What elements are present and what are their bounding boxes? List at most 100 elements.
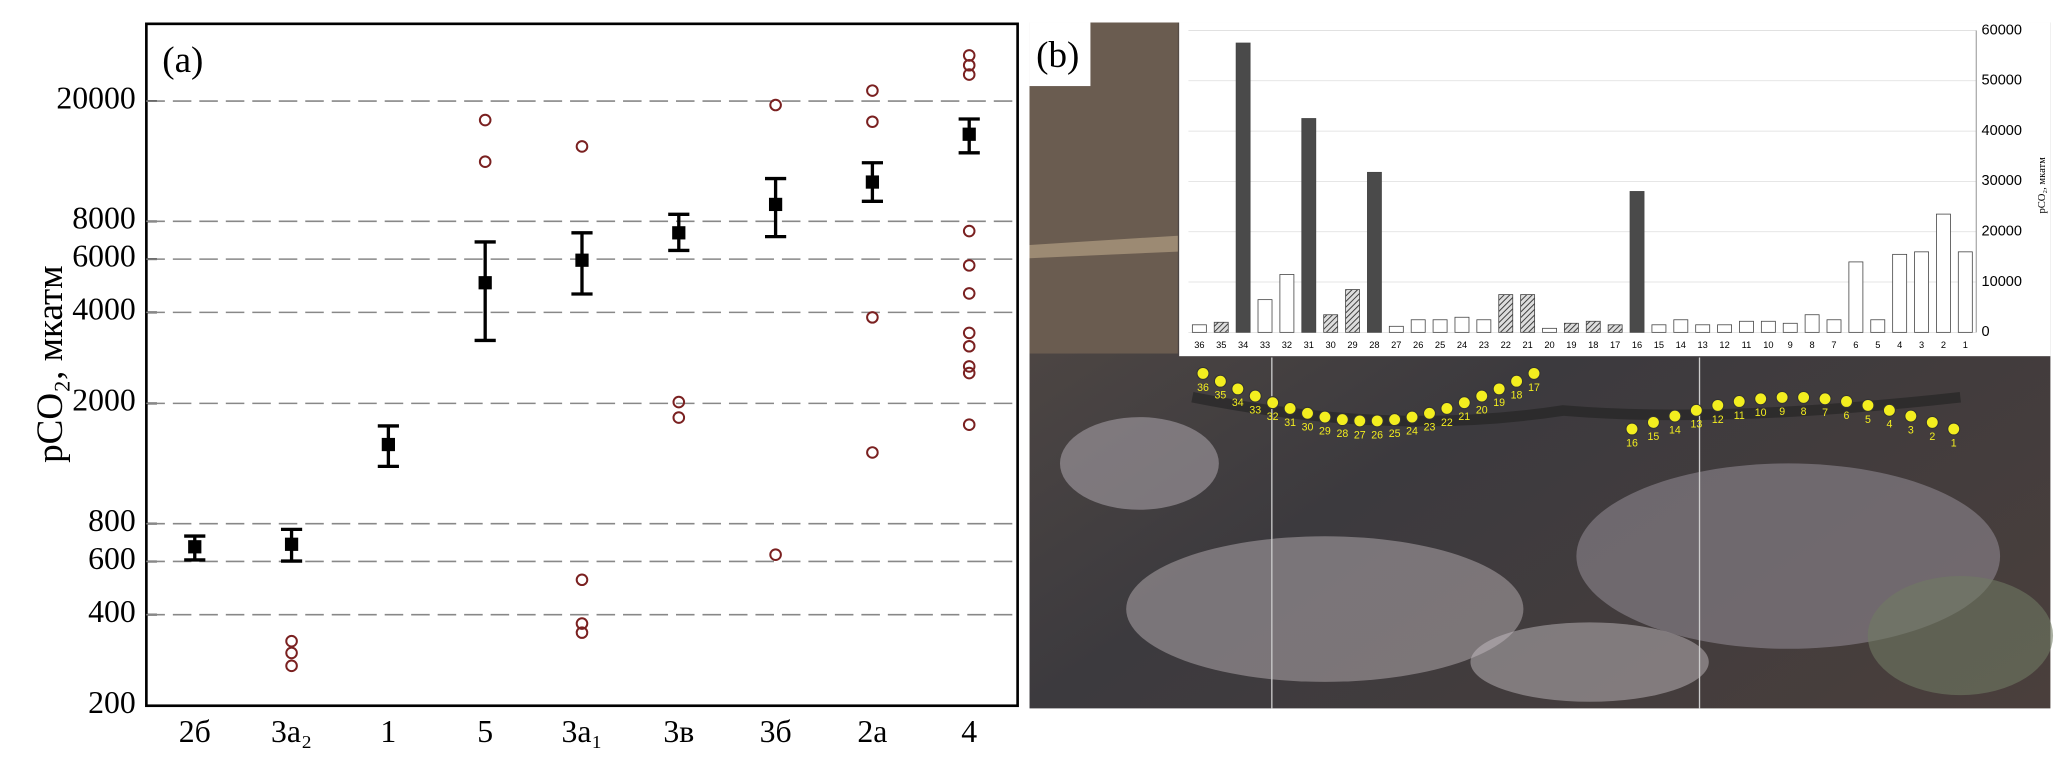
y-tick-label: 800 <box>88 503 136 538</box>
data-point <box>962 224 976 238</box>
station-marker <box>1754 392 1768 406</box>
x-tick-label: 4 <box>961 714 977 749</box>
panel-label: (b) <box>1036 35 1079 76</box>
x-tick-label: 31 <box>1304 340 1314 350</box>
y-tick-label: 600 <box>88 541 136 576</box>
data-point <box>962 360 976 373</box>
mean-marker <box>381 437 395 452</box>
station-marker <box>1475 389 1489 403</box>
y-tick-label: 40000 <box>1982 123 2022 139</box>
x-tick-label: 11 <box>1742 340 1752 350</box>
station-label: 3 <box>1908 424 1914 436</box>
x-tick-label: 13 <box>1698 340 1708 350</box>
x-tick-label: 5 <box>477 714 493 749</box>
x-tick-label: 21 <box>1522 340 1532 350</box>
station-marker <box>1732 394 1746 408</box>
label-box <box>1029 22 1091 87</box>
station-marker <box>1818 392 1832 406</box>
data-point <box>962 339 976 353</box>
station-marker <box>1711 398 1725 412</box>
data-point <box>962 68 976 81</box>
x-tick-label: 27 <box>1391 340 1401 350</box>
x-tick-label: 2б <box>179 714 211 749</box>
station-marker <box>1775 390 1789 404</box>
x-tick-label: 22 <box>1501 340 1511 350</box>
station-marker <box>1196 366 1210 380</box>
station-marker <box>1388 413 1402 427</box>
y-tick-label: 30000 <box>1982 173 2022 189</box>
station-label: 6 <box>1844 410 1850 422</box>
y-axis-label: pCO₂, мкатм <box>30 265 71 463</box>
station-marker <box>1422 406 1436 420</box>
station-marker <box>1266 396 1280 410</box>
x-tick-label: 10 <box>1763 340 1773 350</box>
bar <box>1848 261 1864 333</box>
y-tick-label: 8000 <box>72 201 136 236</box>
mean-marker <box>188 540 202 554</box>
x-tick-label: 34 <box>1238 340 1248 350</box>
x-tick-label: 24 <box>1457 340 1467 350</box>
x-tick-label: 19 <box>1566 340 1576 350</box>
station-label: 17 <box>1528 382 1540 394</box>
bar <box>1213 321 1229 333</box>
bar <box>1476 319 1492 333</box>
x-tick-label: 2а <box>857 714 887 749</box>
y-tick-label: 20000 <box>1982 224 2022 240</box>
bar <box>1367 171 1382 333</box>
station-label: 27 <box>1354 429 1366 441</box>
station-label: 16 <box>1626 437 1638 449</box>
data-point <box>575 573 589 587</box>
x-tick-label: 32 <box>1282 340 1292 350</box>
station-label: 1 <box>1951 437 1957 449</box>
bar <box>1301 118 1317 333</box>
bar <box>1914 251 1929 333</box>
y-tick-label: 6000 <box>72 238 136 273</box>
x-tick-label: 12 <box>1719 340 1729 350</box>
station-marker <box>1646 415 1660 429</box>
bar <box>1936 213 1951 333</box>
station-label: 22 <box>1441 417 1453 429</box>
station-label: 32 <box>1267 411 1279 423</box>
station-marker <box>1405 410 1419 424</box>
bar <box>1651 324 1667 333</box>
y-tick-label: 4000 <box>72 292 136 327</box>
x-tick-label: 6 <box>1853 340 1858 350</box>
bar <box>1957 251 1973 333</box>
bar <box>1345 289 1360 333</box>
station-marker <box>1492 382 1506 396</box>
station-marker <box>1248 389 1262 403</box>
x-tick-label: 3в <box>663 714 694 749</box>
bar <box>1870 319 1886 333</box>
station-marker <box>1440 401 1454 415</box>
station-label: 29 <box>1319 425 1331 437</box>
data-point <box>962 326 976 340</box>
x-tick-label: 14 <box>1676 340 1686 350</box>
x-tick-label: 5 <box>1875 340 1880 350</box>
station-label: 10 <box>1755 407 1767 419</box>
x-tick-label: 3а₂ <box>271 714 312 749</box>
data-point <box>866 84 879 97</box>
station-label: 13 <box>1690 419 1702 431</box>
data-point <box>478 155 492 168</box>
station-marker <box>1689 403 1703 417</box>
data-point <box>575 626 589 639</box>
station-label: 28 <box>1336 428 1348 440</box>
data-point <box>285 646 298 660</box>
station-marker <box>1231 382 1245 396</box>
station-label: 33 <box>1249 404 1261 416</box>
bar <box>1323 314 1339 333</box>
station-label: 34 <box>1232 397 1244 409</box>
bar <box>1695 324 1711 333</box>
bar <box>1257 299 1273 333</box>
bar <box>1782 322 1798 333</box>
bar <box>1717 324 1732 333</box>
data-point <box>285 659 298 673</box>
mean-marker <box>575 253 589 267</box>
station-marker <box>1882 403 1896 417</box>
station-marker <box>1283 401 1297 415</box>
station-marker <box>1625 422 1639 436</box>
bar <box>1520 294 1536 333</box>
data-point <box>866 115 879 129</box>
data-point <box>769 548 782 561</box>
